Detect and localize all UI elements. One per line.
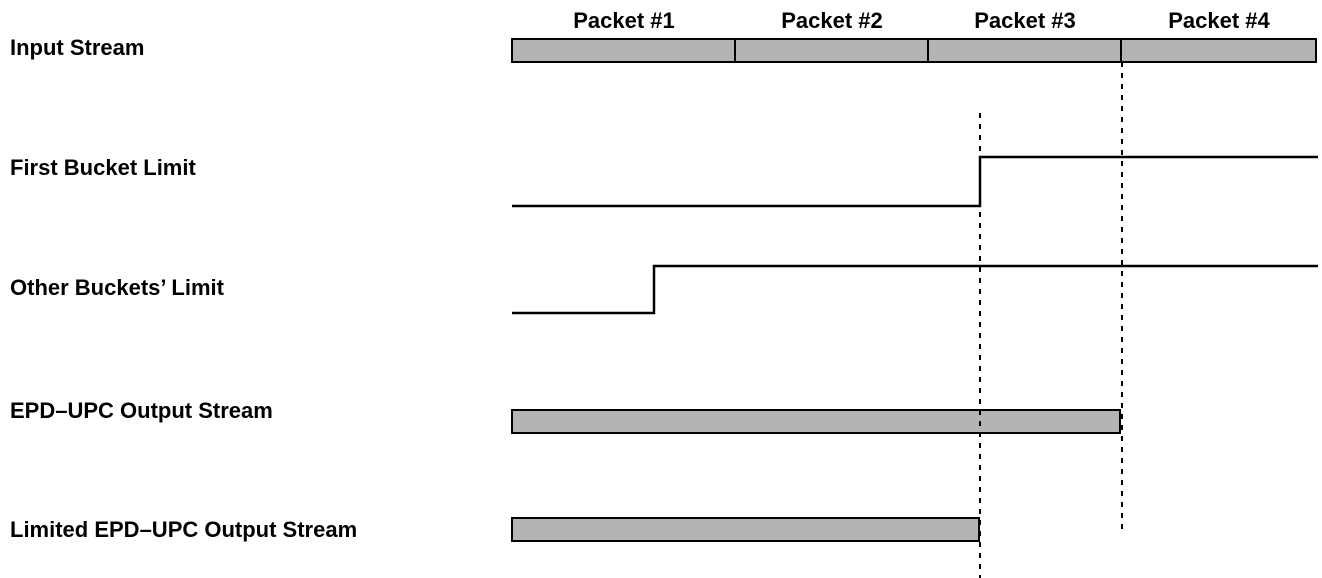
other-buckets-limit-label: Other Buckets’ Limit: [10, 275, 225, 300]
packet-1-label: Packet #1: [573, 8, 675, 33]
epd-upc-output-bar: [511, 409, 1121, 434]
epd-upc-output-stream-label: EPD–UPC Output Stream: [10, 398, 273, 423]
first-bucket-limit-label: First Bucket Limit: [10, 155, 196, 180]
input-stream-bar: [511, 38, 1317, 63]
input-stream-label: Input Stream: [10, 35, 144, 60]
limited-epd-upc-output-stream-label: Limited EPD–UPC Output Stream: [10, 517, 357, 542]
limited-epd-upc-output-bar: [511, 517, 980, 542]
other-buckets-limit-signal: [512, 264, 1318, 315]
packet-3-label: Packet #3: [974, 8, 1076, 33]
first-bucket-limit-signal: [512, 155, 1318, 208]
packet-2-label: Packet #2: [781, 8, 883, 33]
packet-4-label: Packet #4: [1168, 8, 1270, 33]
